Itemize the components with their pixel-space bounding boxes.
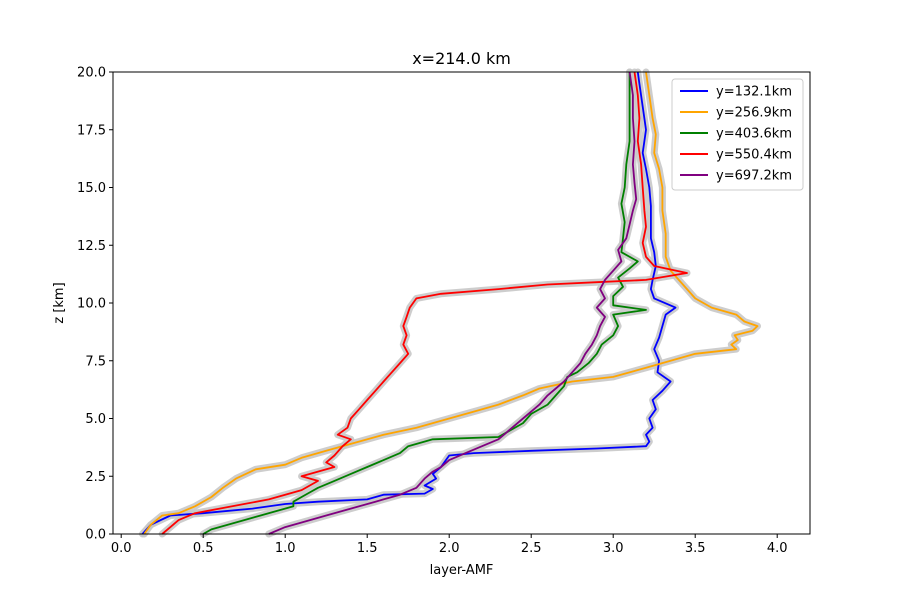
x-tick-label: 0.0 xyxy=(111,541,132,556)
x-tick-label: 4.0 xyxy=(767,541,788,556)
legend-label: y=256.9km xyxy=(716,106,792,121)
x-tick-label: 1.5 xyxy=(357,541,378,556)
y-tick-label: 7.5 xyxy=(85,354,106,369)
x-axis-label: layer-AMF xyxy=(430,563,494,578)
series-line-y-256-9km xyxy=(143,71,759,535)
x-tick-label: 0.5 xyxy=(193,541,214,556)
legend-box xyxy=(671,78,804,191)
x-tick-label: 2.0 xyxy=(439,541,460,556)
x-tick-label: 3.5 xyxy=(685,541,706,556)
series-lines xyxy=(141,71,759,535)
x-tick-label: 1.0 xyxy=(275,541,296,556)
y-tick-label: 15.0 xyxy=(77,181,106,196)
x-axis-ticks: 0.0 0.5 1.0 1.5 2.0 2.5 3.0 3.5 4.0 xyxy=(111,534,788,556)
legend-label: y=403.6km xyxy=(716,127,792,142)
legend-label: y=697.2km xyxy=(716,169,792,184)
series-line-y-403-6km xyxy=(202,72,647,535)
y-tick-label: 20.0 xyxy=(77,66,106,81)
chart-title: x=214.0 km xyxy=(412,49,511,68)
legend-label: y=550.4km xyxy=(716,148,792,163)
y-tick-label: 17.5 xyxy=(77,123,106,138)
series-line-y-550-4km xyxy=(161,71,688,535)
y-axis-label: z [km] xyxy=(52,282,67,323)
y-tick-label: 0.0 xyxy=(85,528,106,543)
y-tick-label: 5.0 xyxy=(85,412,106,427)
series-line-y-132-1km xyxy=(141,71,677,535)
series-line-y-697-2km xyxy=(268,71,638,535)
y-tick-label: 10.0 xyxy=(77,297,106,312)
legend-label: y=132.1km xyxy=(716,85,792,100)
y-tick-label: 2.5 xyxy=(85,470,106,485)
x-tick-label: 2.5 xyxy=(521,541,542,556)
legend: y=132.1km y=256.9km y=403.6km y=550.4km y=69… xyxy=(671,78,804,191)
y-axis-ticks: 0.0 2.5 5.0 7.5 10.0 12.5 15.0 17.5 20.0 xyxy=(77,66,113,543)
x-tick-label: 3.0 xyxy=(603,541,624,556)
y-tick-label: 12.5 xyxy=(77,239,106,254)
